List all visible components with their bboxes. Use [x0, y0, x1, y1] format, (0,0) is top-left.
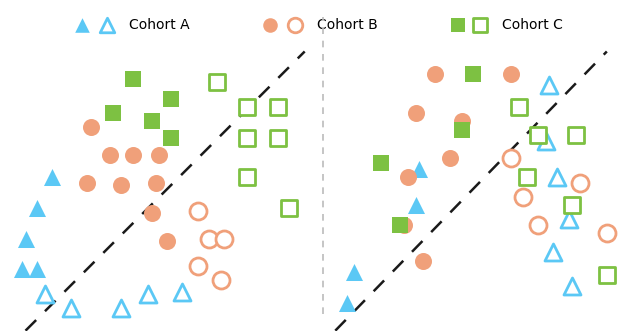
- Point: [81, 180, 92, 185]
- Point: [273, 105, 283, 110]
- Point: [40, 292, 50, 297]
- Point: [273, 135, 283, 141]
- Point: [571, 133, 581, 138]
- Point: [154, 152, 164, 157]
- Point: [533, 133, 543, 138]
- Point: [514, 105, 524, 110]
- Point: [116, 183, 126, 188]
- Point: [242, 174, 252, 180]
- Point: [349, 269, 360, 275]
- Point: [166, 135, 176, 141]
- Point: [290, 22, 300, 27]
- Text: Cohort C: Cohort C: [502, 18, 563, 32]
- Point: [47, 174, 58, 180]
- Point: [242, 105, 252, 110]
- Point: [143, 292, 153, 297]
- Point: [193, 208, 203, 213]
- Point: [284, 205, 294, 210]
- Point: [522, 174, 532, 180]
- Point: [563, 216, 573, 222]
- Point: [216, 278, 226, 283]
- Point: [265, 22, 275, 27]
- Point: [602, 272, 612, 278]
- Point: [403, 174, 413, 180]
- Point: [533, 222, 543, 227]
- Point: [567, 283, 577, 289]
- Point: [376, 160, 387, 166]
- Point: [204, 236, 214, 241]
- Point: [147, 211, 157, 216]
- Point: [399, 222, 409, 227]
- Point: [127, 152, 138, 157]
- Point: [67, 306, 77, 311]
- Point: [506, 155, 516, 160]
- Point: [410, 110, 420, 116]
- Point: [177, 289, 188, 294]
- Point: [20, 236, 31, 241]
- Point: [193, 264, 203, 269]
- Point: [414, 166, 424, 171]
- Point: [108, 110, 118, 116]
- Point: [506, 71, 516, 76]
- Point: [150, 180, 161, 185]
- Point: [575, 180, 585, 185]
- Point: [220, 236, 230, 241]
- Point: [162, 239, 172, 244]
- Text: Cohort B: Cohort B: [317, 18, 378, 32]
- Point: [85, 124, 95, 130]
- Point: [212, 79, 222, 85]
- Point: [418, 258, 428, 264]
- Text: Cohort A: Cohort A: [129, 18, 189, 32]
- Point: [545, 82, 555, 88]
- Point: [429, 71, 440, 76]
- Point: [475, 22, 485, 27]
- Point: [518, 194, 528, 199]
- Point: [102, 22, 112, 27]
- Point: [77, 22, 87, 27]
- Point: [541, 138, 551, 144]
- Point: [104, 152, 115, 157]
- Point: [166, 96, 176, 102]
- Point: [548, 250, 559, 255]
- Point: [395, 222, 405, 227]
- Point: [410, 202, 420, 208]
- Point: [342, 300, 352, 305]
- Point: [32, 205, 42, 210]
- Point: [116, 306, 126, 311]
- Point: [567, 202, 577, 208]
- Point: [456, 127, 467, 132]
- Point: [468, 71, 478, 76]
- Point: [453, 22, 463, 27]
- Point: [456, 119, 467, 124]
- Point: [445, 155, 455, 160]
- Point: [127, 77, 138, 82]
- Point: [242, 135, 252, 141]
- Point: [32, 267, 42, 272]
- Point: [552, 174, 562, 180]
- Point: [602, 230, 612, 235]
- Point: [17, 267, 27, 272]
- Point: [147, 119, 157, 124]
